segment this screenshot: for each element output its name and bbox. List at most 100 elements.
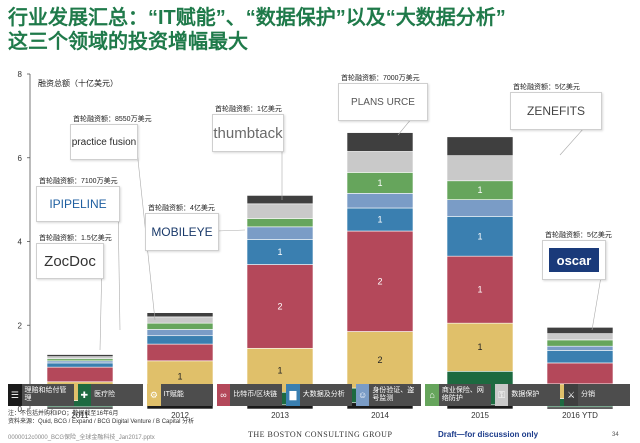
bar-segment [446, 136, 514, 156]
segment-labels: 1 1 2 1 2 2 1 1 1 1 1 1 [177, 178, 482, 382]
legend-item: ⚔ 分销 [564, 383, 630, 407]
segment-label: 1 [477, 231, 482, 241]
legend-label: 比特币/区块链 [230, 384, 283, 406]
segment-label: 1 [377, 178, 382, 188]
callout-box: 首轮融资额：4亿美元 MOBILEYE [145, 205, 219, 251]
bar-segment [46, 366, 114, 383]
company-logo: ZENEFITS [526, 104, 585, 118]
id-icon: ☺ [355, 384, 370, 406]
legend-label: 数据保护 [508, 384, 561, 406]
legend-label: 理赔和给付管理 [21, 384, 74, 406]
callout-label: 首轮融资额：5亿美元 [513, 84, 580, 91]
x-tick-label: 2012 [171, 411, 189, 420]
bar-segment [246, 195, 314, 205]
bar-segment [546, 333, 614, 341]
legend-item: ☰ 理赔和给付管理 [8, 383, 74, 407]
bar-segment [446, 322, 514, 372]
callout-connector [117, 202, 121, 331]
legend-label: 商业保险、网络防护 [438, 384, 491, 406]
legend-label: 身份验证、盗号监测 [369, 384, 422, 406]
handshake-icon: ⚔ [564, 384, 578, 406]
bar-segment [146, 322, 214, 330]
bar-segment [246, 203, 314, 219]
bar-segment [546, 345, 614, 351]
y-tick-label: 4 [18, 238, 23, 247]
bar-segment [146, 312, 214, 318]
bar-segment [246, 264, 314, 349]
bar-segment [446, 216, 514, 257]
legend-item: ⚙ IT赋能 [147, 383, 213, 407]
x-tick-label: 2013 [271, 411, 289, 420]
callout-connector [216, 229, 246, 232]
legend-label: 大数据及分析 [299, 384, 352, 406]
bar-segment [46, 354, 114, 357]
footer-company: THE BOSTON CONSULTING GROUP [248, 430, 393, 439]
chain-icon: ∞ [216, 384, 231, 406]
x-tick-label: 2014 [371, 411, 389, 420]
company-logo: thumbtack [213, 124, 283, 142]
bar-segment [546, 350, 614, 364]
axes: 0 2 4 6 8 2011 2012 2013 2014 2015 2016 YTD [18, 70, 599, 420]
footer-page-number: 34 [612, 432, 619, 438]
bar-segment [546, 362, 614, 385]
callout-label: 首轮融资额：1亿美元 [215, 106, 282, 113]
clipboard-icon: ☰ [8, 384, 22, 406]
callout-box: 首轮融资额：7100万美元 IPIPELINE [36, 178, 120, 222]
y-tick-label: 2 [18, 321, 23, 330]
lock-icon: ⚿ [494, 384, 509, 406]
legend-item: ▇ 大数据及分析 [286, 383, 352, 407]
company-logo: PLANS URCE [351, 96, 415, 108]
x-tick-label: 2015 [471, 411, 489, 420]
legend-item: ⚿ 数据保护 [494, 383, 561, 407]
bar-segment [546, 327, 614, 334]
notes: 注：不包括并购和IPO；数据截至16年6月 资料来源：Quid, BCG / E… [8, 410, 194, 426]
segment-label: 2 [377, 355, 382, 365]
bar-segment [146, 335, 214, 345]
bar-segment [46, 360, 114, 364]
bar-chart-icon: ▇ [286, 384, 300, 406]
segment-label: 1 [277, 247, 282, 257]
bar-segment [446, 199, 514, 217]
footer-file-id: 0000012c0000_BCG保险_全球金融科技_Jan2017.pptx [8, 435, 155, 441]
x-tick-label: 2016 YTD [562, 411, 598, 420]
bar-segment [546, 339, 614, 347]
company-logo: MOBILEYE [151, 225, 213, 239]
y-axis-label: 融资总额（十亿美元） [38, 78, 118, 88]
segment-label: 1 [477, 285, 482, 295]
segment-label: 1 [377, 215, 382, 225]
bar-segment [346, 193, 414, 209]
legend-item: ∞ 比特币/区块链 [216, 383, 283, 407]
title-line-1: 行业发展汇总：“IT赋能”、“数据保护”以及“大数据分析” [8, 7, 506, 29]
callout-label: 首轮融资额：7100万美元 [39, 178, 118, 185]
bar-segment [46, 356, 114, 360]
legend-item: ☺ 身份验证、盗号监测 [355, 383, 422, 407]
callout-box: 首轮融资额：1亿美元 thumbtack [212, 106, 284, 152]
segment-label: 1 [477, 185, 482, 195]
y-tick-label: 6 [18, 154, 23, 163]
callout-box: 首轮融资额：8550万美元 practice fusion [70, 116, 152, 160]
bar-segment [346, 331, 414, 389]
source-line: 资料来源：Quid, BCG / Expand / BCG Digital Ve… [8, 419, 195, 425]
bar-segment [46, 358, 114, 362]
segment-label: 1 [477, 342, 482, 352]
gear-icon: ⚙ [147, 384, 161, 406]
bar-segment [546, 406, 614, 410]
bar-segment [446, 155, 514, 182]
bar-segment [346, 151, 414, 173]
callout-box: 首轮融资额：5亿美元 ZENEFITS [510, 84, 602, 130]
bar-segment [446, 255, 514, 324]
callout-label: 首轮融资额：8550万美元 [73, 116, 152, 123]
segment-label: 2 [377, 276, 382, 286]
bar-segment [346, 132, 414, 152]
shield-cross-icon: ✚ [77, 384, 92, 406]
y-tick-label: 8 [18, 70, 23, 79]
bar-segment [146, 316, 214, 324]
legend-label: 分销 [577, 384, 630, 406]
callout-label: 首轮融资额：4亿美元 [148, 205, 215, 212]
bar-segment [146, 343, 214, 362]
company-logo: practice fusion [71, 136, 137, 148]
y-tick-label: 0 [18, 405, 23, 414]
callout-label: 首轮融资额：1.5亿美元 [39, 235, 112, 242]
x-tick-label: 2011 [71, 411, 89, 420]
bar-segment [246, 226, 314, 240]
